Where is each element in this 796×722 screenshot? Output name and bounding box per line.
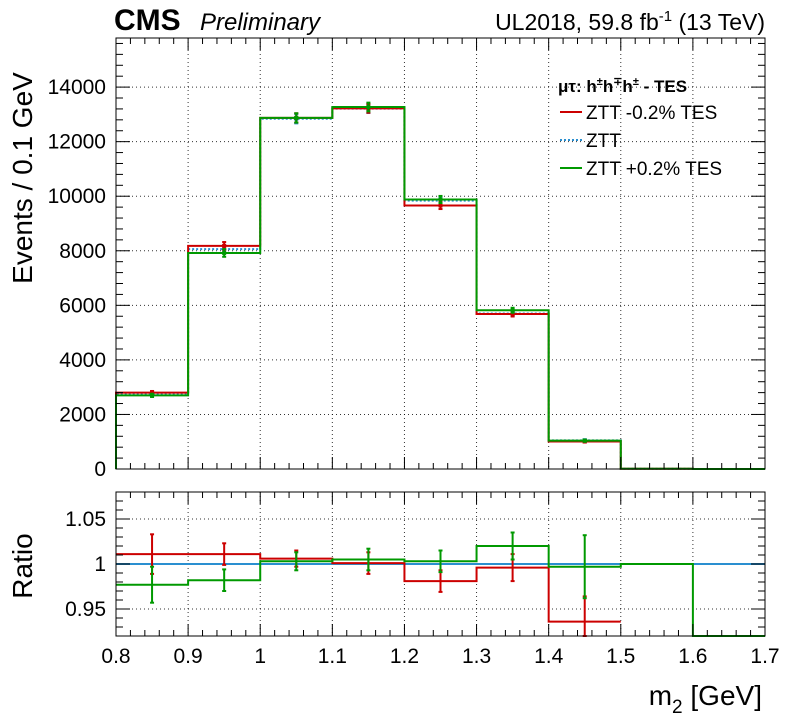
- x-tick-label: 1.7: [750, 645, 779, 668]
- lumi-label: UL2018, 59.8 fb-1 (13 TeV): [495, 8, 765, 35]
- top-data-marker: [510, 308, 515, 313]
- x-tick-label: 1: [254, 645, 266, 668]
- x-tick-label: 0.8: [101, 645, 130, 668]
- x-tick-label: 1.3: [462, 645, 491, 668]
- top-y-tick-label: 4000: [59, 349, 106, 372]
- top-data-marker: [150, 390, 155, 395]
- top-y-tick-label: 14000: [48, 76, 106, 99]
- ratio-y-tick-label: 0.95: [65, 598, 106, 621]
- top-data-marker: [510, 312, 515, 317]
- ratio-y-axis-title: Ratio: [7, 533, 38, 598]
- x-tick-label: 0.9: [174, 645, 203, 668]
- ratio-y-tick-label: 1.05: [65, 508, 106, 531]
- top-data-marker: [438, 197, 443, 202]
- legend-label-down: ZTT -0.2% TES: [586, 103, 717, 124]
- top-y-tick-label: 12000: [48, 131, 106, 154]
- top-frame: [115, 37, 766, 470]
- top-axis-ticks: 0 2000 4000 6000 8000 10000 12000 14000: [48, 38, 766, 481]
- x-tick-label: 1.6: [678, 645, 707, 668]
- x-tick-label: 1.4: [534, 645, 564, 668]
- preliminary-label: Preliminary: [200, 9, 322, 36]
- top-y-tick-label: 0: [94, 458, 106, 481]
- top-data-marker: [222, 243, 227, 248]
- legend: μτ: h±h∓h± - TES ZTT -0.2% TES ZTT ZTT +…: [558, 76, 722, 180]
- x-tick-label: 1.2: [390, 645, 419, 668]
- legend-label-nominal: ZTT: [586, 131, 621, 152]
- x-tick-label: 1.1: [318, 645, 347, 668]
- top-y-tick-label: 10000: [48, 185, 106, 208]
- top-data-marker: [438, 203, 443, 208]
- x-axis-title: m2 [GeV]: [649, 680, 762, 718]
- ratio-y-tick-label: 1: [94, 553, 106, 576]
- top-y-axis-title: Events / 0.1 GeV: [7, 72, 38, 284]
- cms-label: CMS: [114, 4, 181, 37]
- x-tick-label: 1.5: [606, 645, 635, 668]
- top-data-marker: [582, 438, 587, 443]
- top-data-marker: [294, 115, 299, 120]
- legend-label-up: ZTT +0.2% TES: [586, 159, 722, 180]
- top-y-tick-label: 6000: [59, 294, 106, 317]
- ratio-series: [116, 531, 765, 637]
- ratio-axis-ticks: 0.8 0.9 1 1.1 1.2 1.3 1.4 1.5 1.6 1.7 0.95 1 1.05: [65, 492, 780, 668]
- top-y-tick-label: 8000: [59, 240, 106, 263]
- top-data-marker: [222, 250, 227, 255]
- top-data-marker: [150, 393, 155, 398]
- legend-title: μτ: h±h∓h± - TES: [558, 76, 687, 96]
- top-y-tick-label: 2000: [59, 403, 106, 426]
- top-data-marker: [366, 105, 371, 110]
